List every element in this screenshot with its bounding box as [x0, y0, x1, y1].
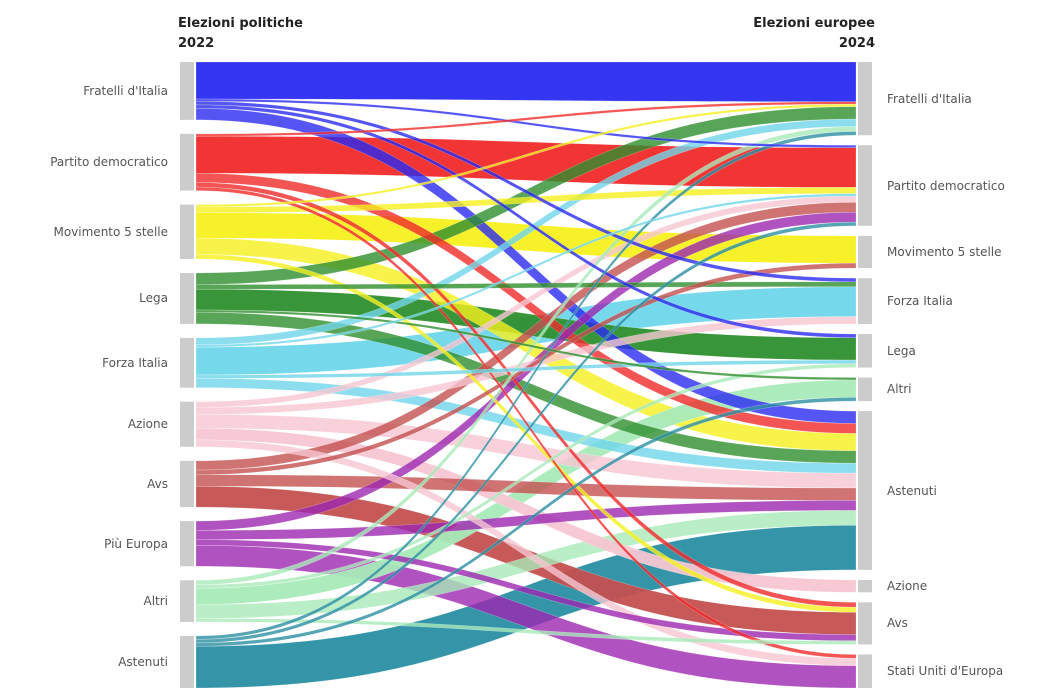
- flow-pd-to-sue: [195, 186, 857, 659]
- right-title-line2: 2024: [838, 36, 875, 51]
- right-node-bar-stati-uniti-d-europa: [858, 654, 872, 688]
- left-node-bar-forza-italia: [180, 337, 194, 388]
- left-title-line1: Elezioni politiche: [178, 16, 303, 31]
- sankey-links: [195, 61, 857, 688]
- left-label-pi-europa: Più Europa: [104, 536, 168, 551]
- flow-fdi-to-lega: [195, 104, 857, 338]
- right-label-movimento-5-stelle: Movimento 5 stelle: [887, 244, 1002, 259]
- right-label-astenuti: Astenuti: [887, 483, 937, 498]
- left-node-bar-avs: [180, 460, 194, 508]
- left-column-title: Elezioni politiche 2022: [178, 14, 303, 54]
- left-label-movimento-5-stelle: Movimento 5 stelle: [53, 224, 168, 239]
- right-node-bar-forza-italia: [858, 278, 872, 325]
- right-label-forza-italia: Forza Italia: [887, 294, 953, 309]
- right-node-bar-astenuti: [858, 411, 872, 570]
- right-node-bar-partito-democratico: [858, 145, 872, 226]
- left-label-forza-italia: Forza Italia: [102, 355, 168, 370]
- left-node-bar-lega: [180, 272, 194, 324]
- flow-fdi-to-fdi: [195, 61, 857, 102]
- flow-m5s-to-fdi: [195, 103, 857, 208]
- left-label-avs: Avs: [147, 476, 168, 491]
- left-node-bar-azione: [180, 401, 194, 447]
- left-label-fratelli-d-italia: Fratelli d'Italia: [83, 83, 168, 98]
- right-node-bar-altri: [858, 377, 872, 402]
- right-label-avs: Avs: [887, 616, 908, 631]
- flow-azione-to-fi: [195, 316, 857, 415]
- flow-azione-to-sue: [195, 439, 857, 666]
- right-column-title: Elezioni europee 2024: [753, 14, 875, 54]
- flow-fdi-to-pd: [195, 98, 857, 148]
- left-node-bar-altri: [180, 580, 194, 622]
- right-label-lega: Lega: [887, 343, 916, 358]
- right-title-line1: Elezioni europee: [753, 16, 875, 31]
- right-node-bar-lega: [858, 334, 872, 368]
- right-node-bar-fratelli-d-italia: [858, 62, 872, 136]
- left-title-line2: 2022: [178, 36, 215, 51]
- flow-ast-to-fdi: [195, 131, 857, 640]
- left-node-bar-partito-democratico: [180, 133, 194, 191]
- flow-lega-to-fi: [195, 281, 857, 290]
- flow-lega-to-altri: [195, 309, 857, 381]
- right-label-partito-democratico: Partito democratico: [887, 178, 1005, 193]
- left-label-lega: Lega: [139, 291, 168, 306]
- flow-fdi-to-fi: [195, 101, 857, 283]
- left-label-azione: Azione: [127, 417, 168, 432]
- right-node-bar-avs: [858, 602, 872, 645]
- left-node-bar-astenuti: [180, 635, 194, 688]
- left-node-bar-fratelli-d-italia: [180, 62, 194, 120]
- left-label-partito-democratico: Partito democratico: [50, 155, 168, 170]
- flow-altri-to-avs: [195, 618, 857, 645]
- left-node-bar-pi-europa: [180, 521, 194, 567]
- sankey-nodes: [180, 62, 872, 688]
- flow-altri-to-lega: [195, 363, 857, 589]
- right-label-altri: Altri: [887, 382, 912, 397]
- flow-fi-to-pd: [195, 193, 857, 348]
- left-node-bar-movimento-5-stelle: [180, 204, 194, 259]
- right-label-fratelli-d-italia: Fratelli d'Italia: [887, 91, 972, 106]
- right-node-bar-movimento-5-stelle: [858, 235, 872, 269]
- left-label-altri: Altri: [143, 594, 168, 609]
- left-label-astenuti: Astenuti: [118, 654, 168, 669]
- right-label-azione: Azione: [887, 579, 928, 594]
- flow-ast-to-pd: [195, 221, 857, 644]
- flow-ast-to-altri: [195, 397, 857, 647]
- right-label-stati-uniti-d-europa: Stati Uniti d'Europa: [887, 664, 1004, 679]
- right-node-bar-azione: [858, 579, 872, 593]
